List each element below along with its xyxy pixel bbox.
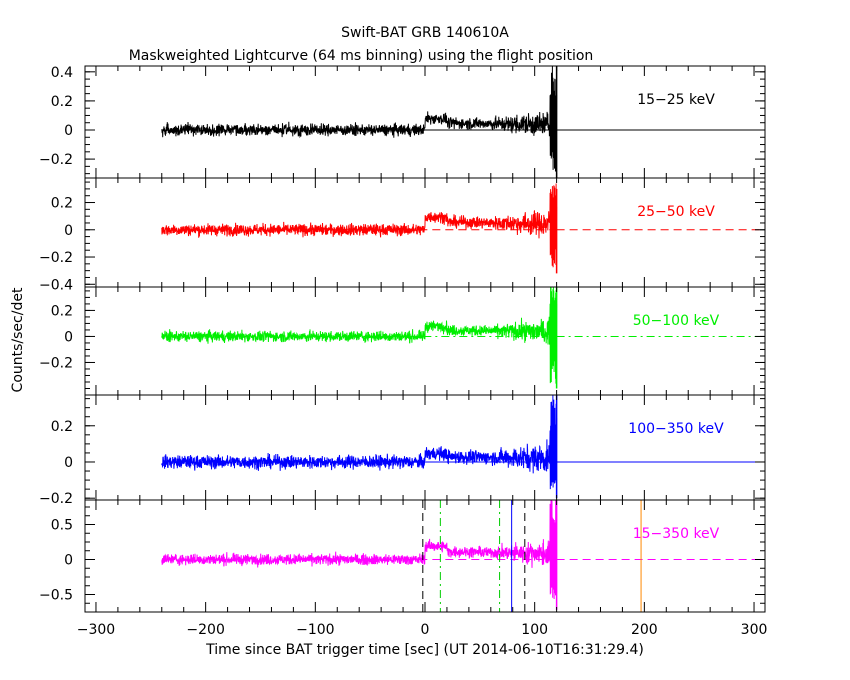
y-tick-label: 0.2 [51,303,73,319]
chart-title: Swift-BAT GRB 140610A [341,25,509,41]
series-line [161,394,558,490]
panel-frame [84,177,766,288]
x-tick-label: 200 [631,622,658,638]
x-tick-label: 100 [521,622,548,638]
panel-frame [84,394,766,501]
energy-band-label: 100−350 keV [628,421,724,437]
y-tick-label: −0.4 [39,277,73,293]
y-tick-label: −0.2 [39,491,73,507]
x-tick-label: 300 [741,622,768,638]
panel-1: −0.2 0 0.2 0.4 15−25 keV [39,65,766,179]
energy-band-label: 15−350 keV [633,526,720,542]
y-tick-label: 0 [64,455,73,471]
y-tick-label: 0.2 [51,419,73,435]
y-tick-label: 0 [64,223,73,239]
panel-2: −0.4 −0.2 0 0.2 25−50 keV [39,177,766,293]
y-tick-label: −0.2 [39,250,73,266]
energy-band-label: 25−50 keV [637,204,715,220]
panel-4: −0.2 0 0.2 100−350 keV [39,394,766,507]
x-tick-label: −300 [77,622,115,638]
series-line [161,499,558,600]
panels-group: −0.2 0 0.2 0.4 15−25 keV −0.4 −0.2 0 0.2 25−50 ke… [39,65,766,613]
series-line [161,183,558,268]
chart-subtitle: Maskweighted Lightcurve (64 ms binning) … [129,48,594,64]
panel-5: −0.5 0 0.5 15−350 keV [39,499,766,613]
x-tick-label: 0 [421,622,430,638]
x-tick-labels: −300 −200 −100 0 100 200 300 [77,622,768,638]
series-line [161,286,558,384]
y-tick-label: 0 [64,329,73,345]
energy-band-label: 50−100 keV [633,313,720,329]
panel-3: −0.2 0 0.2 50−100 keV [39,286,766,396]
y-tick-label: −0.5 [39,588,73,604]
y-tick-label: 0 [64,553,73,569]
x-tick-label: −100 [296,622,334,638]
y-axis-label: Counts/sec/det [10,287,26,392]
x-axis-label: Time since BAT trigger time [sec] (UT 20… [205,642,644,658]
y-tick-label: 0.2 [51,196,73,212]
y-tick-label: 0.2 [51,94,73,110]
y-tick-label: −0.2 [39,355,73,371]
series-line [161,65,558,172]
energy-band-label: 15−25 keV [637,92,715,108]
x-tick-label: −200 [186,622,224,638]
y-tick-label: 0.5 [51,518,73,534]
y-tick-label: 0.4 [51,65,73,81]
y-tick-label: 0 [64,123,73,139]
y-tick-label: −0.2 [39,152,73,168]
